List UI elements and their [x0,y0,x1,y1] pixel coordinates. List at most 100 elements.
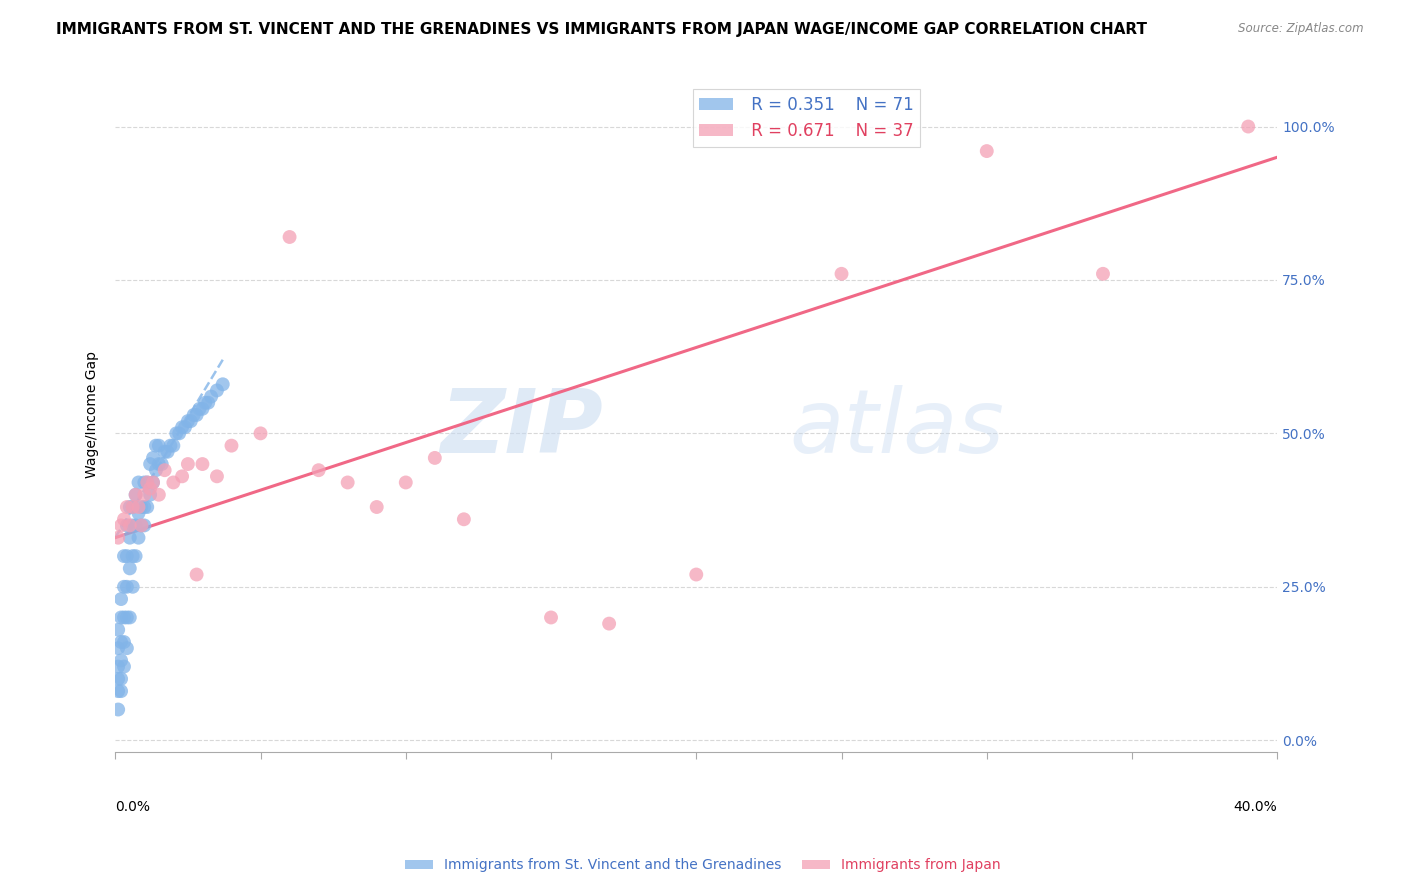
Point [110,518,132,533]
Point [142,475,165,490]
Point [142,450,165,465]
Point [148,457,170,471]
Point [121,580,143,594]
Point [128,506,150,520]
Point [159,439,181,453]
Point [115,580,138,594]
Text: atlas: atlas [789,385,1004,472]
Point [107,672,129,686]
Point [395,475,418,490]
Point [131,500,153,514]
Point [148,439,170,453]
Point [172,469,194,483]
Point [156,444,179,458]
Point [366,500,388,514]
Point [453,512,475,526]
Text: ZIP: ZIP [440,385,603,472]
Point [107,684,129,698]
Point [115,641,138,656]
Point [131,518,153,533]
Point [110,684,132,698]
Point [131,518,153,533]
Point [145,463,167,477]
Point [121,500,143,514]
Point [115,518,138,533]
Point [139,488,162,502]
Text: Source: ZipAtlas.com: Source: ZipAtlas.com [1239,22,1364,36]
Point [112,610,135,624]
Point [183,408,205,422]
Point [128,475,150,490]
Point [336,475,359,490]
Point [162,475,184,490]
Point [124,488,146,502]
Point [186,408,208,422]
Point [124,549,146,563]
Legend:  R = 0.351    N = 71,  R = 0.671    N = 37: R = 0.351 N = 71, R = 0.671 N = 37 [693,89,921,147]
Point [194,395,217,409]
Point [278,230,301,244]
Point [136,475,159,490]
Point [110,592,132,607]
Point [1237,120,1260,134]
Point [1091,267,1114,281]
Point [121,549,143,563]
Point [121,500,143,514]
Point [191,401,214,416]
Point [110,653,132,667]
Point [124,518,146,533]
Point [121,518,143,533]
Point [177,414,200,428]
Point [110,635,132,649]
Point [197,395,219,409]
Point [685,567,707,582]
Point [115,549,138,563]
Text: IMMIGRANTS FROM ST. VINCENT AND THE GRENADINES VS IMMIGRANTS FROM JAPAN WAGE/INC: IMMIGRANTS FROM ST. VINCENT AND THE GREN… [56,22,1147,37]
Point [145,439,167,453]
Point [118,561,141,575]
Legend: Immigrants from St. Vincent and the Grenadines, Immigrants from Japan: Immigrants from St. Vincent and the Gren… [399,853,1007,878]
Y-axis label: Wage/Income Gap: Wage/Income Gap [86,351,100,478]
Point [191,457,214,471]
Point [112,549,135,563]
Point [124,488,146,502]
Point [172,420,194,434]
Point [107,531,129,545]
Point [112,580,135,594]
Point [112,635,135,649]
Point [118,500,141,514]
Point [110,610,132,624]
Point [118,531,141,545]
Point [110,672,132,686]
Point [107,641,129,656]
Point [148,488,170,502]
Point [188,401,211,416]
Point [134,488,156,502]
Point [107,702,129,716]
Point [115,500,138,514]
Point [205,384,228,398]
Point [153,444,176,458]
Point [134,518,156,533]
Point [308,463,330,477]
Point [115,610,138,624]
Point [128,531,150,545]
Point [598,616,620,631]
Point [167,426,190,441]
Point [174,420,197,434]
Point [831,267,853,281]
Point [205,469,228,483]
Point [249,426,271,441]
Point [423,450,446,465]
Point [118,518,141,533]
Point [165,426,187,441]
Point [162,439,184,453]
Text: 40.0%: 40.0% [1233,800,1277,814]
Point [112,659,135,673]
Point [180,414,202,428]
Point [200,390,222,404]
Point [221,439,243,453]
Point [139,482,162,496]
Point [107,659,129,673]
Point [211,377,233,392]
